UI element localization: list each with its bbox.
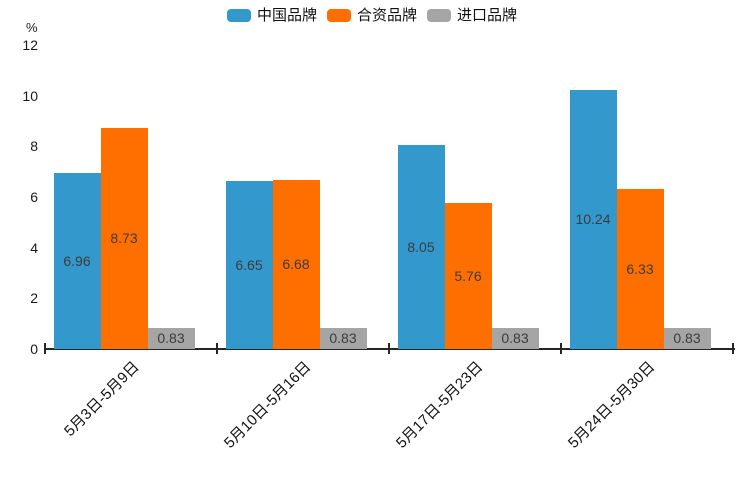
x-axis-tick [216,343,218,354]
bar-合资品牌 [272,179,320,349]
bar-中国品牌 [53,172,101,349]
bar-value-label: 10.24 [575,211,611,228]
bar-进口品牌 [147,327,195,349]
bar-合资品牌 [444,203,492,349]
bar-value-label: 0.83 [501,330,529,347]
y-axis-tick-label: 0 [30,341,38,357]
chart-legend: 中国品牌 合资品牌 进口品牌 [0,8,744,23]
legend-swatch-icon [427,9,451,22]
x-axis-category-label: 5月3日-5月9日 [60,358,143,440]
legend-item-进口品牌[interactable]: 进口品牌 [427,8,517,23]
bar-value-label: 6.96 [63,252,91,269]
x-axis-tick [44,343,46,354]
bar-value-label: 0.83 [673,330,701,347]
bar-合资品牌 [616,188,664,349]
bar-value-label: 5.76 [454,268,482,285]
x-axis-tick [560,343,562,354]
y-axis-tick-label: 8 [30,138,38,155]
legend-item-label: 合资品牌 [356,7,417,24]
bar-进口品牌 [319,327,367,349]
legend-item-label: 中国品牌 [256,7,317,24]
bar-中国品牌 [397,145,445,349]
y-axis-tick-label: 10 [22,87,38,104]
bar-中国品牌 [569,89,617,349]
x-axis-line [45,348,735,350]
bar-value-label: 8.05 [407,239,435,256]
y-axis-tick-label: 4 [30,239,38,256]
y-axis-tick-label: 12 [22,37,38,53]
legend-item-中国品牌[interactable]: 中国品牌 [226,7,317,24]
bar-进口品牌 [491,327,539,349]
x-axis-tick [388,343,390,354]
bar-value-label: 0.83 [329,330,357,347]
legend-swatch-icon [226,9,251,22]
bar-value-label: 6.65 [235,256,263,273]
legend-swatch-icon [326,9,351,22]
bar-中国品牌 [225,180,273,349]
bar-value-label: 6.68 [282,256,310,273]
x-axis-category-label: 5月24日-5月30日 [564,358,659,452]
bar-value-label: 8.73 [110,230,138,247]
bar-合资品牌 [100,127,148,349]
x-axis-category-label: 5月17日-5月23日 [392,358,487,452]
legend-item-label: 进口品牌 [457,7,518,24]
y-axis-unit-label: % [26,20,38,35]
x-axis-category-label: 5月10日-5月16日 [220,358,315,452]
bar-进口品牌 [663,327,711,349]
bar-value-label: 6.33 [626,260,654,277]
x-axis-tick [732,343,734,354]
legend-item-合资品牌[interactable]: 合资品牌 [326,7,417,24]
y-axis-tick-label: 2 [30,290,38,307]
y-axis-tick-label: 6 [30,189,38,205]
bar-value-label: 0.83 [157,330,185,347]
